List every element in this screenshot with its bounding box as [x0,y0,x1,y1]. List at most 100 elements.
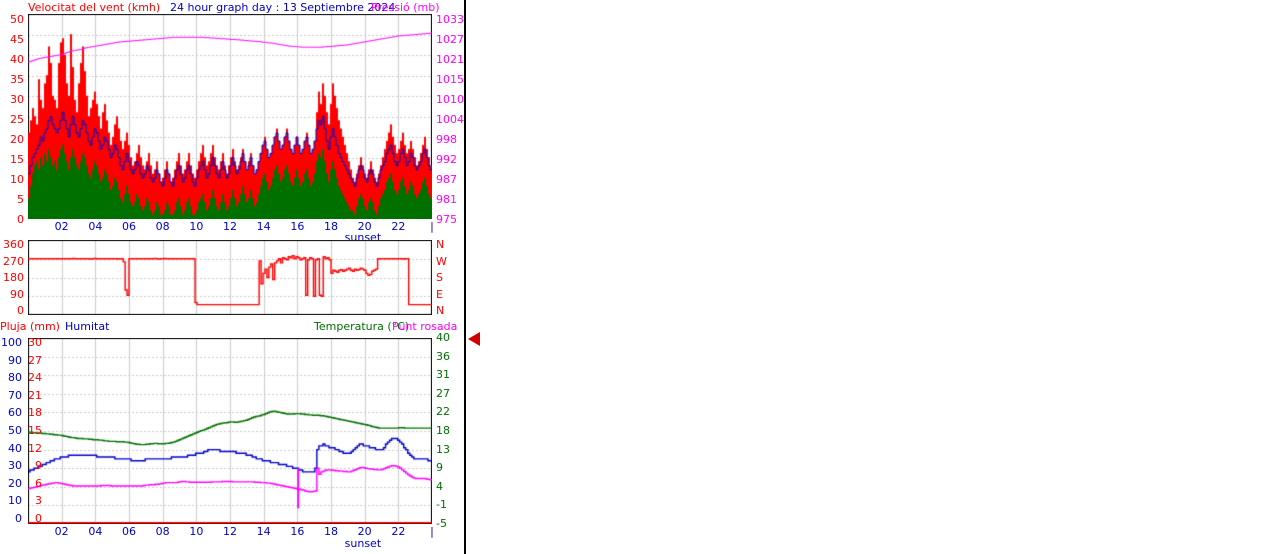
axis-tick-label: 3 [35,494,42,508]
axis-tick-label: 9 [436,461,443,475]
axis-tick-label: 22 [391,220,406,233]
axis-tick-label: 02 [54,525,69,538]
axis-tick-label: 0 [17,213,24,226]
axis-tick-label: 6 [35,476,42,490]
axis-tick-label: 60 [8,406,22,420]
axis-tick-label: 1010 [436,93,464,106]
axis-tick-label: 20 [357,525,372,538]
axis-tick-label: 18 [324,525,338,538]
axis-tick-label: 80 [8,371,22,385]
axis-tick-label: N [436,304,445,317]
rain-legend-label: Pluja (mm) [0,320,60,333]
axis-tick-label: 100 [1,336,22,349]
axis-tick-label: 10 [8,494,22,508]
temperature-humidity-plot [28,338,432,524]
graph-title: 24 hour graph day : 13 Septiembre 2024 [170,1,396,14]
axis-tick-label: 08 [155,220,170,233]
axis-tick-label: 1033 [436,13,464,26]
wind-speed-legend-label: Velocitat del vent (kmh) [28,1,161,14]
axis-tick-label: 10 [189,220,204,233]
axis-tick-label: 40 [8,441,22,455]
pressure-legend-label: Pressió (mb) [371,1,440,14]
axis-tick-label: 16 [290,220,305,233]
weather-graph-panel: Velocitat del vent (kmh) 24 hour graph d… [0,0,480,554]
temperature-range-marker-icon [468,332,480,346]
axis-tick-label: 987 [436,173,457,186]
axis-tick-label: 10 [189,525,204,538]
axis-tick-label: 15 [28,424,42,437]
axis-tick-label: 1027 [436,33,464,46]
axis-tick-label: N [436,238,445,251]
axis-tick-label: 10 [10,173,24,186]
axis-tick-label: 998 [436,133,457,146]
axis-tick-label: 12 [223,525,237,538]
axis-tick-label: 50 [8,424,22,437]
axis-tick-label: 5 [17,193,24,206]
axis-tick-label: 31 [436,368,450,382]
axis-tick-label: 1015 [436,73,464,86]
axis-tick-label: 992 [436,153,457,166]
axis-tick-label: 975 [436,213,457,226]
axis-tick-label: 15 [10,153,24,166]
axis-tick-label: 13 [436,442,450,456]
axis-tick-label: 1021 [436,53,464,66]
axis-tick-label: 180 [3,271,24,284]
axis-tick-label: 06 [122,525,136,538]
axis-tick-label: 270 [3,254,24,268]
axis-tick-label: -5 [436,517,447,530]
axis-tick-label: 08 [155,525,170,538]
axis-tick-label: 35 [10,73,24,86]
axis-tick-label: 27 [28,353,42,367]
axis-tick-label: 24 [28,371,42,385]
axis-tick-label: 18 [28,406,42,420]
sunset-label-bottom: sunset [344,537,382,550]
axis-tick-label: 50 [10,13,24,26]
axis-tick-label: 22 [436,405,450,419]
axis-tick-label: 21 [28,388,42,402]
axis-tick-label: 18 [324,220,338,233]
axis-tick-label: E [436,287,443,301]
axis-tick-label: | [430,220,434,233]
sunset-label-top: sunset [344,231,382,244]
axis-tick-label: 70 [8,388,22,402]
axis-tick-label: S [436,271,443,284]
axis-tick-label: 90 [8,353,22,367]
axis-tick-label: 12 [223,220,237,233]
axis-tick-label: 20 [357,220,372,233]
axis-tick-label: 14 [256,220,271,233]
axis-tick-label: 4 [436,479,443,493]
wind-direction-plot [28,240,432,315]
axis-tick-label: 45 [10,33,24,46]
axis-tick-label: 04 [88,525,103,538]
axis-tick-label: 20 [8,476,22,490]
axis-tick-label: 25 [10,113,24,126]
axis-tick-label: W [436,254,447,268]
axis-tick-label: 06 [122,220,136,233]
axis-tick-label: 0 [35,512,42,525]
axis-tick-label: 27 [436,386,450,400]
dewpoint-legend-label: Punt rosada [392,320,458,333]
axis-tick-label: 36 [436,349,450,363]
axis-tick-label: -1 [436,498,447,512]
axis-tick-label: 9 [35,459,42,473]
axis-tick-label: 30 [28,336,42,349]
axis-tick-label: 20 [10,133,24,146]
axis-tick-label: 1004 [436,113,464,126]
axis-tick-label: 40 [10,53,24,66]
temperature-legend-label: Temperatura (°C) [314,320,410,333]
axis-tick-label: 40 [436,331,450,344]
axis-tick-label: 18 [436,424,450,437]
axis-tick-label: 14 [256,525,271,538]
wind-speed-plot [28,14,432,219]
axis-tick-label: 30 [10,93,24,106]
humidity-legend-label: Humitat [65,320,110,333]
axis-tick-label: 16 [290,525,305,538]
axis-tick-label: 981 [436,193,457,206]
axis-tick-label: 02 [54,220,69,233]
axis-tick-label: 0 [17,304,24,317]
axis-tick-label: 0 [15,512,22,525]
axis-tick-label: 22 [391,525,406,538]
axis-tick-label: 90 [10,287,24,301]
axis-tick-label: 12 [28,441,42,455]
